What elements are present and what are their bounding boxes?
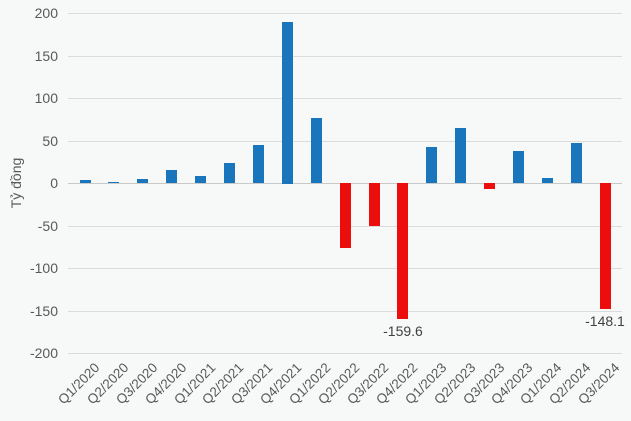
bar-Q2-2024: [571, 143, 582, 183]
bar-Q3-2024: [600, 183, 611, 309]
bar-Q1-2024: [542, 178, 553, 183]
bar-Q3-2021: [253, 145, 264, 183]
data-label: -148.1: [585, 313, 625, 329]
bar-Q3-2023: [484, 183, 495, 189]
bar-Q4-2023: [513, 151, 524, 183]
gridline: [68, 268, 622, 269]
bar-Q1-2023: [426, 147, 437, 183]
bar-Q4-2022: [397, 183, 408, 319]
y-tick-label: 50: [42, 133, 58, 149]
y-tick-label: 0: [50, 175, 58, 191]
bar-Q4-2021: [282, 22, 293, 184]
bar-Q3-2022: [369, 183, 380, 226]
bar-Q1-2020: [80, 180, 91, 183]
bar-Q1-2022: [311, 118, 322, 183]
gridline: [68, 98, 622, 99]
y-tick-label: -50: [37, 218, 58, 234]
y-tick-label: -150: [29, 303, 58, 319]
bar-Q2-2020: [108, 182, 119, 183]
bar-Q3-2020: [137, 179, 148, 183]
bar-Q2-2021: [224, 163, 235, 183]
y-tick-label: 100: [34, 90, 58, 106]
y-tick-label: -200: [29, 345, 58, 361]
gridline: [68, 56, 622, 57]
y-tick-label: 200: [34, 5, 58, 21]
y-tick-label: -100: [29, 260, 58, 276]
gridline: [68, 311, 622, 312]
bar-Q2-2022: [340, 183, 351, 248]
plot-area: -159.6 -148.1: [68, 13, 625, 354]
data-label: -159.6: [383, 323, 423, 339]
bar-Q4-2020: [166, 170, 177, 183]
gridline: [68, 353, 622, 354]
gridline: [68, 141, 622, 142]
y-tick-label: 150: [34, 48, 58, 64]
gridline: [68, 13, 622, 14]
bar-Q1-2021: [195, 176, 206, 183]
bar-Q2-2023: [455, 128, 466, 183]
